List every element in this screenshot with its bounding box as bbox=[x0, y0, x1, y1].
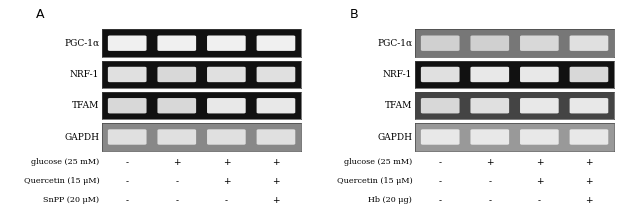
FancyBboxPatch shape bbox=[207, 98, 245, 113]
Text: glucose (25 mM): glucose (25 mM) bbox=[344, 158, 413, 166]
FancyBboxPatch shape bbox=[108, 35, 146, 51]
Text: -: - bbox=[538, 196, 541, 205]
Text: -: - bbox=[126, 196, 129, 205]
Text: +: + bbox=[486, 158, 493, 167]
Text: -: - bbox=[439, 177, 442, 186]
Text: -: - bbox=[225, 196, 228, 205]
Text: Quercetin (15 μM): Quercetin (15 μM) bbox=[24, 177, 100, 185]
FancyBboxPatch shape bbox=[570, 67, 608, 82]
FancyBboxPatch shape bbox=[257, 67, 295, 82]
FancyBboxPatch shape bbox=[570, 35, 608, 51]
FancyBboxPatch shape bbox=[158, 67, 196, 82]
FancyBboxPatch shape bbox=[108, 98, 146, 113]
FancyBboxPatch shape bbox=[471, 35, 509, 51]
FancyBboxPatch shape bbox=[108, 67, 146, 82]
Text: +: + bbox=[585, 158, 593, 167]
Text: TFAM: TFAM bbox=[385, 101, 413, 110]
Text: PGC-1α: PGC-1α bbox=[377, 39, 413, 48]
FancyBboxPatch shape bbox=[570, 98, 608, 113]
Text: +: + bbox=[223, 177, 230, 186]
Text: GAPDH: GAPDH bbox=[377, 132, 413, 141]
Text: +: + bbox=[272, 196, 280, 205]
FancyBboxPatch shape bbox=[257, 98, 295, 113]
Text: -: - bbox=[488, 177, 491, 186]
Text: -: - bbox=[126, 158, 129, 167]
Text: GAPDH: GAPDH bbox=[64, 132, 100, 141]
Text: B: B bbox=[349, 8, 358, 21]
FancyBboxPatch shape bbox=[421, 67, 459, 82]
Text: NRF-1: NRF-1 bbox=[383, 70, 413, 79]
Text: glucose (25 mM): glucose (25 mM) bbox=[31, 158, 100, 166]
FancyBboxPatch shape bbox=[520, 129, 558, 145]
FancyBboxPatch shape bbox=[471, 67, 509, 82]
FancyBboxPatch shape bbox=[158, 98, 196, 113]
FancyBboxPatch shape bbox=[520, 35, 558, 51]
Text: NRF-1: NRF-1 bbox=[70, 70, 100, 79]
FancyBboxPatch shape bbox=[207, 67, 245, 82]
Text: -: - bbox=[439, 196, 442, 205]
FancyBboxPatch shape bbox=[471, 98, 509, 113]
FancyBboxPatch shape bbox=[207, 129, 245, 145]
FancyBboxPatch shape bbox=[108, 129, 146, 145]
Text: +: + bbox=[272, 177, 280, 186]
Text: -: - bbox=[126, 177, 129, 186]
Text: +: + bbox=[536, 158, 543, 167]
Text: +: + bbox=[585, 196, 593, 205]
Text: Hb (20 μg): Hb (20 μg) bbox=[369, 196, 413, 204]
FancyBboxPatch shape bbox=[257, 35, 295, 51]
Text: TFAM: TFAM bbox=[72, 101, 100, 110]
Text: +: + bbox=[173, 158, 180, 167]
Text: A: A bbox=[36, 8, 45, 21]
FancyBboxPatch shape bbox=[207, 35, 245, 51]
Text: +: + bbox=[585, 177, 593, 186]
Text: SnPP (20 μM): SnPP (20 μM) bbox=[43, 196, 100, 204]
FancyBboxPatch shape bbox=[158, 35, 196, 51]
FancyBboxPatch shape bbox=[158, 129, 196, 145]
FancyBboxPatch shape bbox=[421, 35, 459, 51]
FancyBboxPatch shape bbox=[257, 129, 295, 145]
Text: Quercetin (15 μM): Quercetin (15 μM) bbox=[337, 177, 413, 185]
FancyBboxPatch shape bbox=[421, 129, 459, 145]
Text: +: + bbox=[223, 158, 230, 167]
Text: PGC-1α: PGC-1α bbox=[64, 39, 100, 48]
Text: -: - bbox=[488, 196, 491, 205]
Text: -: - bbox=[175, 196, 178, 205]
Text: -: - bbox=[175, 177, 178, 186]
FancyBboxPatch shape bbox=[570, 129, 608, 145]
Text: +: + bbox=[272, 158, 280, 167]
Text: +: + bbox=[536, 177, 543, 186]
FancyBboxPatch shape bbox=[520, 98, 558, 113]
Text: -: - bbox=[439, 158, 442, 167]
FancyBboxPatch shape bbox=[421, 98, 459, 113]
FancyBboxPatch shape bbox=[520, 67, 558, 82]
FancyBboxPatch shape bbox=[471, 129, 509, 145]
